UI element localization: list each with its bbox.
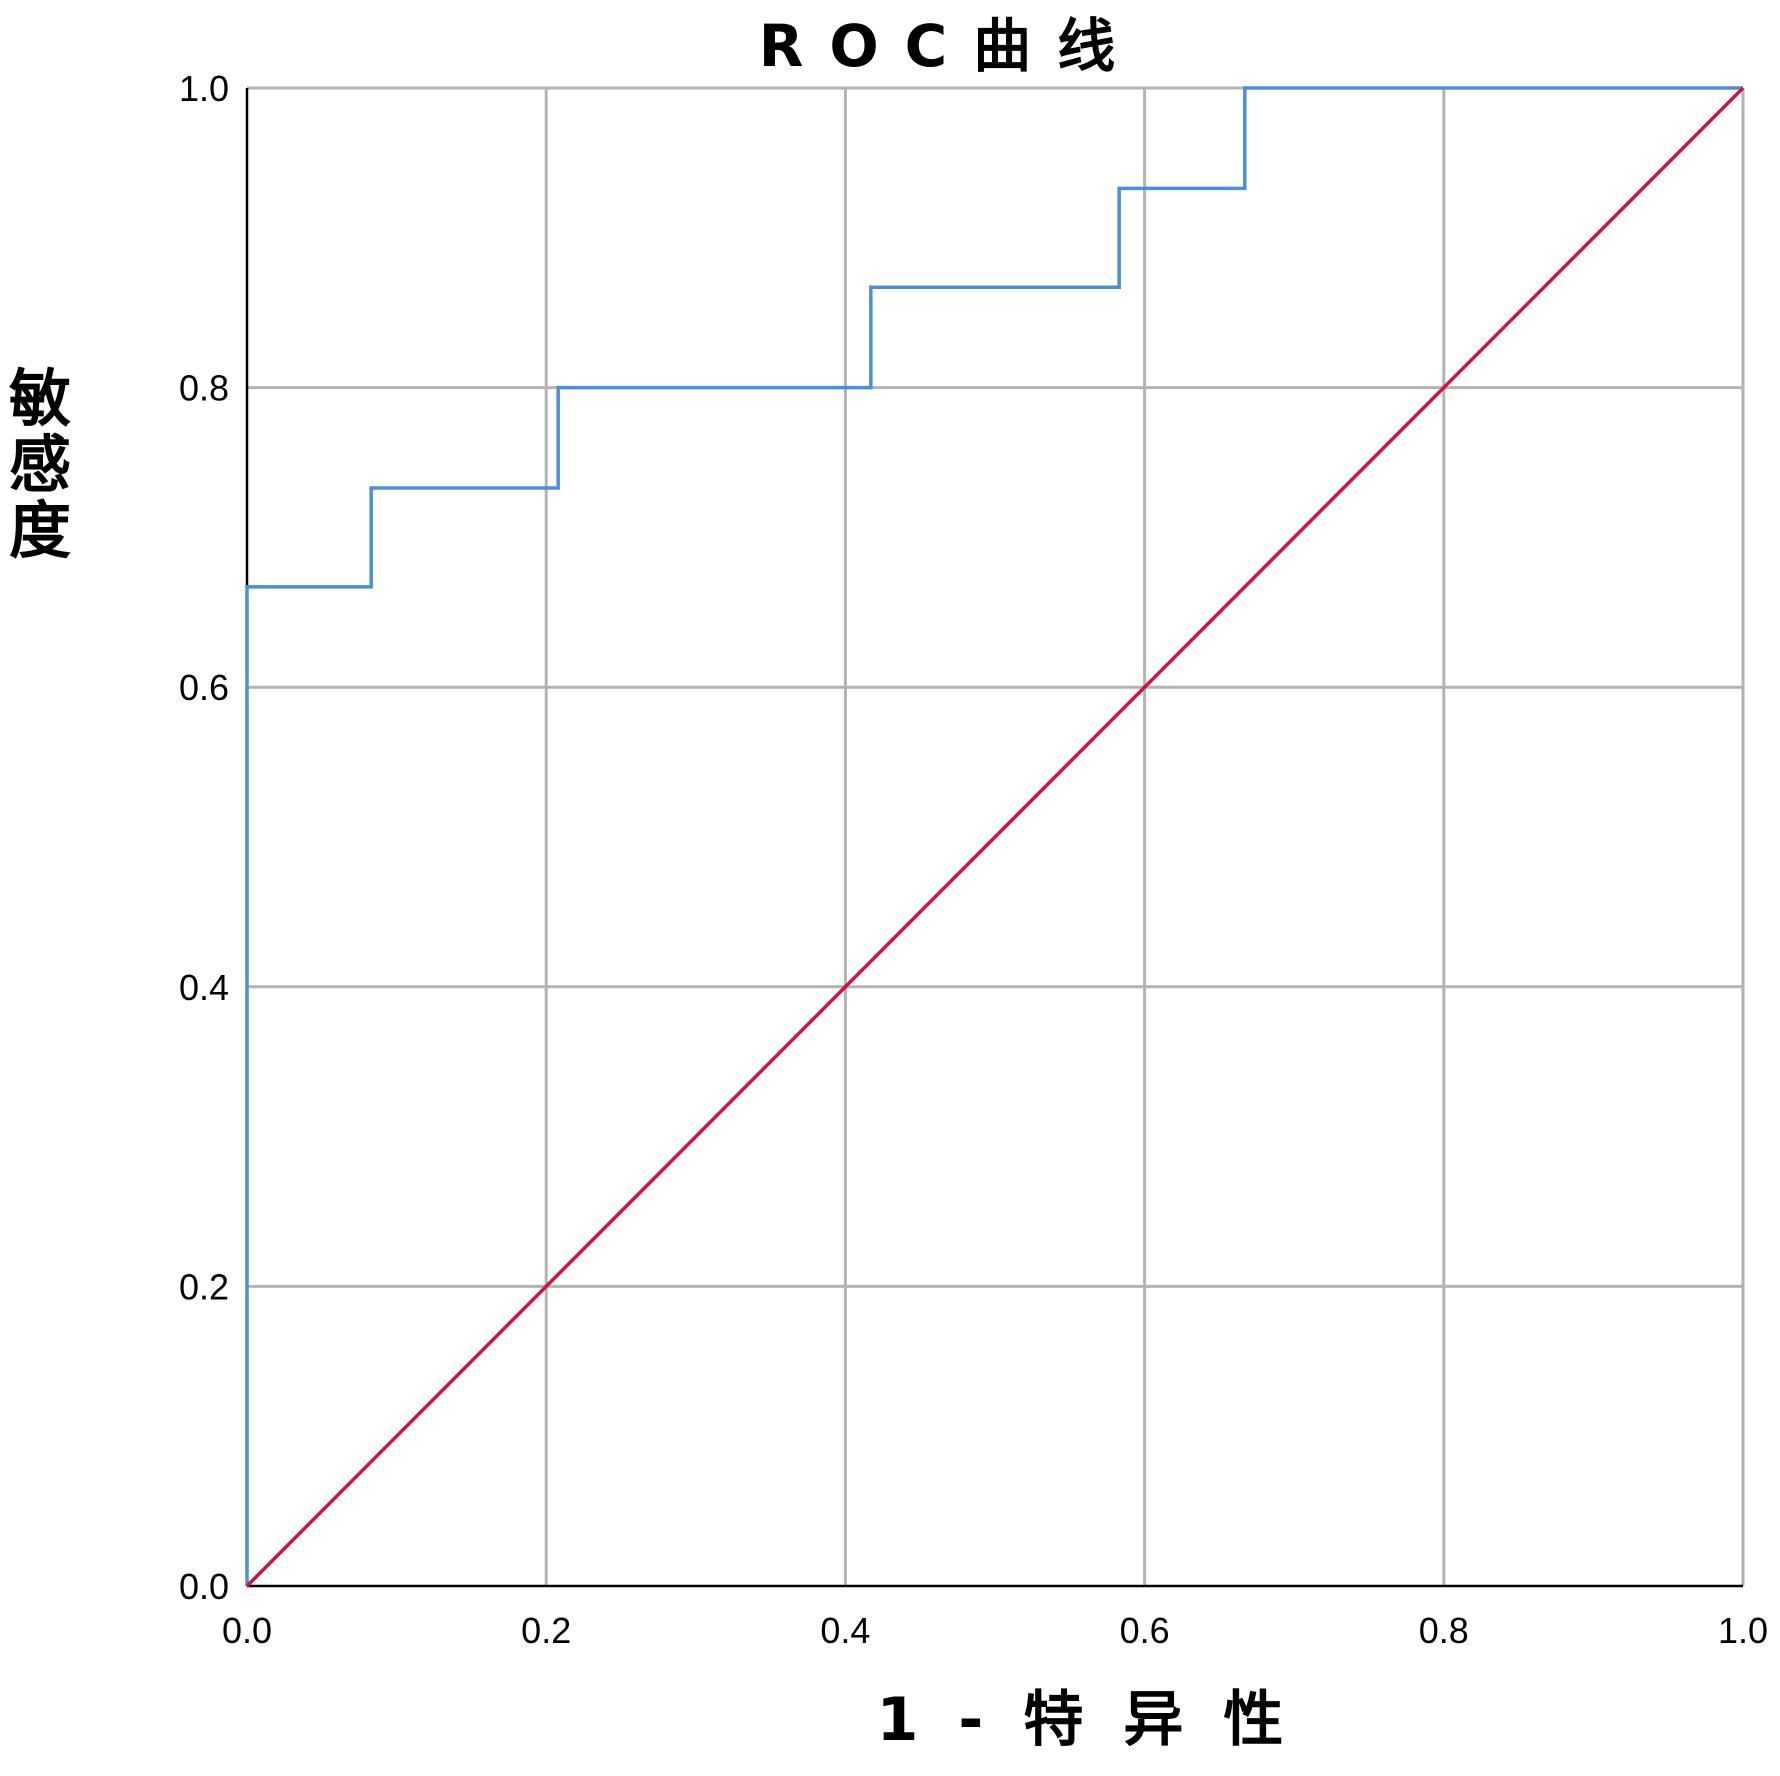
y-tick-label: 0.6 xyxy=(179,667,229,708)
series xyxy=(245,86,1745,1588)
y-tick-label: 0.2 xyxy=(179,1266,229,1307)
x-axis-label: 1-特异性 xyxy=(877,1685,1324,1755)
x-tick-label: 0.2 xyxy=(521,1610,571,1651)
y-axis-label-char: 敏 xyxy=(9,362,71,435)
x-tick-label: 0.6 xyxy=(1120,1610,1170,1651)
y-axis-label-char: 感 xyxy=(9,428,71,501)
x-tick-label: 1.0 xyxy=(1718,1610,1768,1651)
x-tick-label: 0.8 xyxy=(1419,1610,1469,1651)
y-tick-label: 1.0 xyxy=(179,68,229,109)
y-axis-label: 敏感度 xyxy=(9,362,71,567)
y-tick-label: 0.8 xyxy=(179,368,229,409)
y-axis-label-char: 度 xyxy=(9,494,71,567)
y-tick-label: 0.0 xyxy=(179,1566,229,1607)
chart-title: ROC曲线 xyxy=(759,12,1142,80)
tick-labels: 0.0 0.2 0.4 0.6 0.8 1.0 0.0 0.2 0.4 0.6 0.8 1.0 xyxy=(179,68,1768,1651)
x-tick-label: 0.0 xyxy=(222,1610,272,1651)
reference-line xyxy=(245,86,1745,1588)
roc-curve xyxy=(245,86,1743,1586)
x-tick-label: 0.4 xyxy=(820,1610,870,1651)
y-tick-label: 0.4 xyxy=(179,967,229,1008)
